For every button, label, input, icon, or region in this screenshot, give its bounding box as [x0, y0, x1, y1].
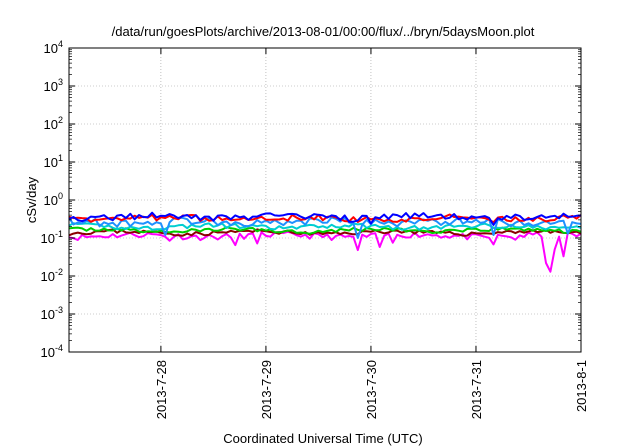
grid [69, 48, 582, 352]
y-tick-label: 103 [44, 77, 63, 94]
x-tick-label: 2013-8-1 [574, 360, 589, 412]
series-line [69, 213, 581, 224]
y-axis-label: cSv/day [24, 176, 39, 223]
y-tick-label: 10-3 [41, 305, 63, 322]
series-line [69, 211, 581, 226]
x-axis-label: Coordinated Universal Time (UTC) [223, 431, 422, 446]
y-tick-label: 104 [44, 39, 63, 56]
series-layer [69, 211, 581, 273]
y-tick-label: 101 [44, 153, 63, 170]
plot-area [69, 211, 581, 273]
x-tick-label: 2013-7-28 [154, 360, 169, 419]
y-tick-label: 100 [44, 191, 63, 208]
x-tick-label: 2013-7-29 [259, 360, 274, 419]
y-axis: 10-4 10-3 10-2 10-1 100 101 102 103 104 [41, 39, 581, 360]
y-tick-label: 102 [44, 115, 63, 132]
y-tick-label: 10-2 [41, 267, 63, 284]
series-line [69, 230, 581, 273]
x-axis: 2013-7-28 2013-7-29 2013-7-30 2013-7-31 2013… [154, 48, 589, 419]
y-tick-label: 10-4 [41, 343, 63, 360]
x-tick-label: 2013-7-30 [364, 360, 379, 419]
x-tick-label: 2013-7-31 [469, 360, 484, 419]
series-line [69, 222, 581, 231]
series-line [69, 226, 581, 235]
y-tick-label: 10-1 [41, 229, 63, 246]
chart-title: /data/run/goesPlots/archive/2013-08-01/0… [112, 24, 535, 39]
